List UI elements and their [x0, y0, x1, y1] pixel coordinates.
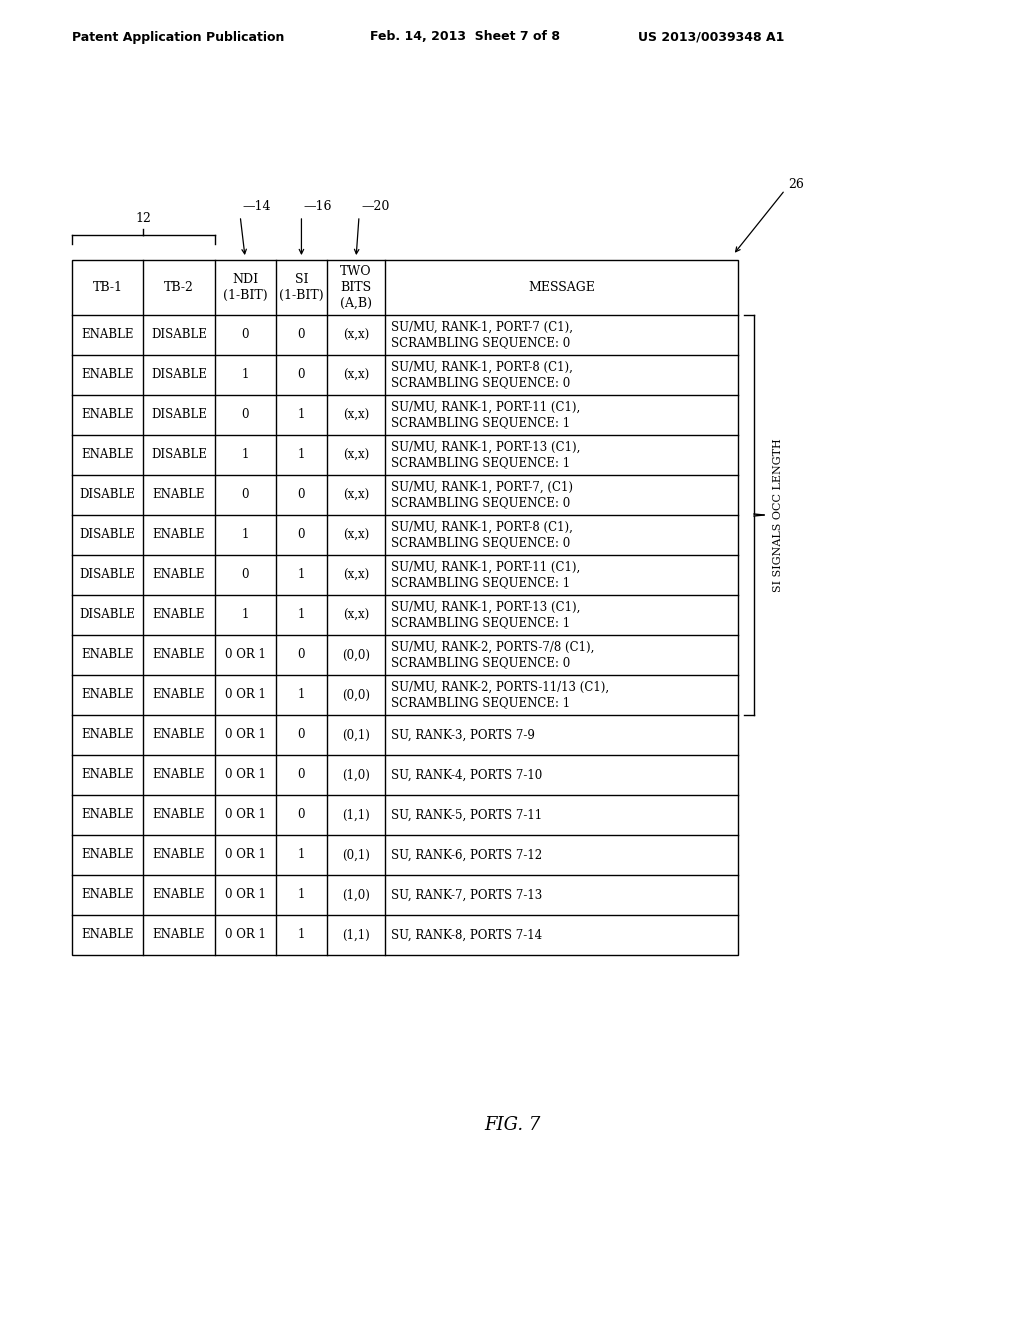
- Text: DISABLE: DISABLE: [151, 368, 207, 381]
- Text: ENABLE: ENABLE: [153, 888, 205, 902]
- Text: (0,1): (0,1): [342, 849, 370, 862]
- Text: DISABLE: DISABLE: [151, 449, 207, 462]
- Text: 0: 0: [242, 408, 249, 421]
- Bar: [72, 260, 738, 954]
- Text: 1: 1: [242, 368, 249, 381]
- Text: ENABLE: ENABLE: [153, 528, 205, 541]
- Text: SU/MU, RANK-1, PORT-13 (C1),
SCRAMBLING SEQUENCE: 1: SU/MU, RANK-1, PORT-13 (C1), SCRAMBLING …: [391, 441, 581, 469]
- Text: 0: 0: [298, 648, 305, 661]
- Text: ENABLE: ENABLE: [81, 368, 134, 381]
- Text: DISABLE: DISABLE: [80, 488, 135, 502]
- Text: DISABLE: DISABLE: [151, 408, 207, 421]
- Text: (x,x): (x,x): [343, 528, 370, 541]
- Text: 0: 0: [298, 368, 305, 381]
- Text: ENABLE: ENABLE: [81, 888, 134, 902]
- Text: SU/MU, RANK-1, PORT-8 (C1),
SCRAMBLING SEQUENCE: 0: SU/MU, RANK-1, PORT-8 (C1), SCRAMBLING S…: [391, 360, 572, 389]
- Text: (x,x): (x,x): [343, 488, 370, 502]
- Text: ENABLE: ENABLE: [81, 808, 134, 821]
- Text: 0 OR 1: 0 OR 1: [224, 768, 265, 781]
- Text: (x,x): (x,x): [343, 609, 370, 622]
- Text: ENABLE: ENABLE: [153, 569, 205, 582]
- Text: 0: 0: [298, 808, 305, 821]
- Text: ENABLE: ENABLE: [81, 729, 134, 742]
- Text: 0 OR 1: 0 OR 1: [224, 689, 265, 701]
- Text: 0 OR 1: 0 OR 1: [224, 888, 265, 902]
- Text: 1: 1: [298, 449, 305, 462]
- Text: (x,x): (x,x): [343, 449, 370, 462]
- Text: ENABLE: ENABLE: [81, 449, 134, 462]
- Text: (1,0): (1,0): [342, 888, 370, 902]
- Text: 1: 1: [298, 609, 305, 622]
- Text: ENABLE: ENABLE: [153, 928, 205, 941]
- Text: MESSAGE: MESSAGE: [528, 281, 595, 294]
- Text: 1: 1: [298, 689, 305, 701]
- Text: US 2013/0039348 A1: US 2013/0039348 A1: [638, 30, 784, 44]
- Text: DISABLE: DISABLE: [151, 329, 207, 342]
- Text: TB-1: TB-1: [92, 281, 123, 294]
- Text: —20: —20: [361, 201, 389, 213]
- Text: SU/MU, RANK-1, PORT-11 (C1),
SCRAMBLING SEQUENCE: 1: SU/MU, RANK-1, PORT-11 (C1), SCRAMBLING …: [391, 561, 581, 589]
- Text: 0 OR 1: 0 OR 1: [224, 729, 265, 742]
- Text: FIG. 7: FIG. 7: [483, 1115, 541, 1134]
- Text: 12: 12: [135, 211, 152, 224]
- Text: (x,x): (x,x): [343, 368, 370, 381]
- Text: 1: 1: [298, 888, 305, 902]
- Text: 1: 1: [298, 849, 305, 862]
- Text: (0,1): (0,1): [342, 729, 370, 742]
- Text: 26: 26: [788, 178, 804, 191]
- Text: 0 OR 1: 0 OR 1: [224, 849, 265, 862]
- Text: (1,1): (1,1): [342, 808, 370, 821]
- Text: SU/MU, RANK-2, PORTS-7/8 (C1),
SCRAMBLING SEQUENCE: 0: SU/MU, RANK-2, PORTS-7/8 (C1), SCRAMBLIN…: [391, 642, 594, 669]
- Text: SU, RANK-4, PORTS 7-10: SU, RANK-4, PORTS 7-10: [391, 768, 543, 781]
- Text: TB-2: TB-2: [164, 281, 194, 294]
- Text: 1: 1: [242, 528, 249, 541]
- Text: NDI
(1-BIT): NDI (1-BIT): [223, 273, 267, 302]
- Text: (x,x): (x,x): [343, 569, 370, 582]
- Text: 0: 0: [298, 768, 305, 781]
- Text: 0: 0: [298, 329, 305, 342]
- Text: 0: 0: [242, 329, 249, 342]
- Text: SU, RANK-3, PORTS 7-9: SU, RANK-3, PORTS 7-9: [391, 729, 535, 742]
- Text: SU, RANK-5, PORTS 7-11: SU, RANK-5, PORTS 7-11: [391, 808, 542, 821]
- Text: (1,0): (1,0): [342, 768, 370, 781]
- Text: ENABLE: ENABLE: [153, 808, 205, 821]
- Text: Patent Application Publication: Patent Application Publication: [72, 30, 285, 44]
- Text: DISABLE: DISABLE: [80, 609, 135, 622]
- Text: ENABLE: ENABLE: [153, 849, 205, 862]
- Text: ENABLE: ENABLE: [153, 729, 205, 742]
- Text: 1: 1: [242, 609, 249, 622]
- Text: ENABLE: ENABLE: [153, 768, 205, 781]
- Text: SU/MU, RANK-2, PORTS-11/13 (C1),
SCRAMBLING SEQUENCE: 1: SU/MU, RANK-2, PORTS-11/13 (C1), SCRAMBL…: [391, 681, 609, 709]
- Text: SU/MU, RANK-1, PORT-7, (C1)
SCRAMBLING SEQUENCE: 0: SU/MU, RANK-1, PORT-7, (C1) SCRAMBLING S…: [391, 480, 573, 510]
- Text: 0 OR 1: 0 OR 1: [224, 648, 265, 661]
- Text: ENABLE: ENABLE: [81, 689, 134, 701]
- Text: ENABLE: ENABLE: [81, 329, 134, 342]
- Text: 0 OR 1: 0 OR 1: [224, 808, 265, 821]
- Text: (0,0): (0,0): [342, 689, 370, 701]
- Text: 0: 0: [298, 528, 305, 541]
- Text: —14: —14: [242, 201, 270, 213]
- Text: ENABLE: ENABLE: [153, 488, 205, 502]
- Text: 1: 1: [242, 449, 249, 462]
- Text: DISABLE: DISABLE: [80, 528, 135, 541]
- Text: SI
(1-BIT): SI (1-BIT): [280, 273, 324, 302]
- Text: ENABLE: ENABLE: [81, 768, 134, 781]
- Text: 0 OR 1: 0 OR 1: [224, 928, 265, 941]
- Text: ENABLE: ENABLE: [153, 648, 205, 661]
- Text: —16: —16: [303, 201, 332, 213]
- Text: SU/MU, RANK-1, PORT-8 (C1),
SCRAMBLING SEQUENCE: 0: SU/MU, RANK-1, PORT-8 (C1), SCRAMBLING S…: [391, 521, 572, 549]
- Text: (x,x): (x,x): [343, 408, 370, 421]
- Text: SU/MU, RANK-1, PORT-13 (C1),
SCRAMBLING SEQUENCE: 1: SU/MU, RANK-1, PORT-13 (C1), SCRAMBLING …: [391, 601, 581, 630]
- Text: 0: 0: [242, 488, 249, 502]
- Text: DISABLE: DISABLE: [80, 569, 135, 582]
- Text: (x,x): (x,x): [343, 329, 370, 342]
- Text: 0: 0: [298, 488, 305, 502]
- Text: TWO
BITS
(A,B): TWO BITS (A,B): [340, 265, 372, 310]
- Text: 1: 1: [298, 569, 305, 582]
- Text: (1,1): (1,1): [342, 928, 370, 941]
- Text: SU, RANK-7, PORTS 7-13: SU, RANK-7, PORTS 7-13: [391, 888, 543, 902]
- Text: SU/MU, RANK-1, PORT-11 (C1),
SCRAMBLING SEQUENCE: 1: SU/MU, RANK-1, PORT-11 (C1), SCRAMBLING …: [391, 401, 581, 429]
- Text: 0: 0: [242, 569, 249, 582]
- Text: SU, RANK-8, PORTS 7-14: SU, RANK-8, PORTS 7-14: [391, 928, 542, 941]
- Text: ENABLE: ENABLE: [153, 609, 205, 622]
